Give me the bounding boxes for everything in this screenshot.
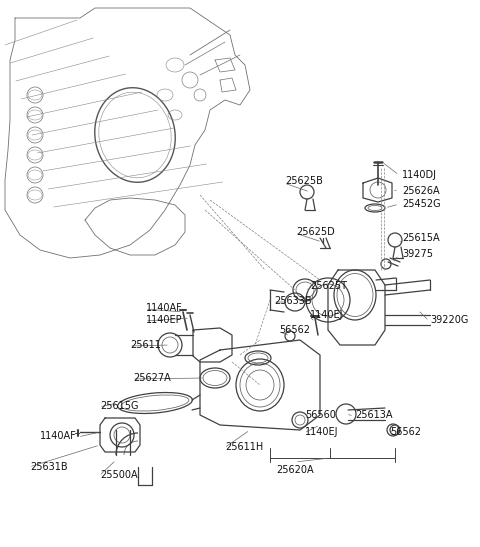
Text: 56560: 56560 — [305, 410, 336, 420]
Text: 1140EJ: 1140EJ — [305, 427, 338, 437]
Text: 1140AF: 1140AF — [40, 431, 77, 441]
Text: 25500A: 25500A — [100, 470, 138, 480]
Text: 25627A: 25627A — [133, 373, 171, 383]
Text: 25631B: 25631B — [30, 462, 68, 472]
Text: 25625T: 25625T — [310, 281, 347, 291]
Text: 1140DJ: 1140DJ — [402, 170, 437, 180]
Text: 1140EJ: 1140EJ — [310, 310, 344, 320]
Text: 1140AF: 1140AF — [146, 303, 183, 313]
Text: 25611: 25611 — [130, 340, 161, 350]
Text: 25615G: 25615G — [100, 401, 139, 411]
Text: 25626A: 25626A — [402, 186, 440, 196]
Text: 1140EP: 1140EP — [146, 315, 182, 325]
Text: 25613A: 25613A — [355, 410, 393, 420]
Text: 39220G: 39220G — [430, 315, 468, 325]
Text: 25633B: 25633B — [274, 296, 312, 306]
Text: 25452G: 25452G — [402, 199, 441, 209]
Text: 25611H: 25611H — [225, 442, 263, 452]
Text: 25620A: 25620A — [276, 465, 314, 475]
Text: 56562: 56562 — [390, 427, 421, 437]
Text: 56562: 56562 — [279, 325, 310, 335]
Text: 25615A: 25615A — [402, 233, 440, 243]
Text: 39275: 39275 — [402, 249, 433, 259]
Text: 25625B: 25625B — [285, 176, 323, 186]
Text: 25625D: 25625D — [296, 227, 335, 237]
